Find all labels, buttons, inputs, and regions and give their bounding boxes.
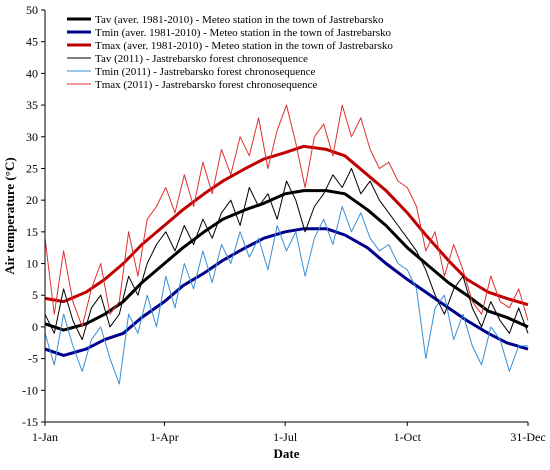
x-tick-label: 1-Oct	[394, 430, 422, 444]
y-tick-label: 45	[26, 35, 38, 49]
series-line-3	[44, 168, 529, 341]
y-tick-label: 20	[26, 193, 38, 207]
legend-label-5: Tmax (2011) - Jastrebarsko forest chrono…	[95, 79, 317, 91]
x-tick-label: 1-Jul	[273, 430, 298, 444]
y-tick-label: -15	[22, 415, 38, 429]
y-axis-title: Air temperature (°C)	[2, 157, 17, 274]
y-tick-label: 30	[26, 130, 38, 144]
y-tick-label: 15	[26, 225, 38, 239]
y-tick-label: 25	[26, 161, 38, 175]
y-tick-label: -10	[22, 383, 38, 397]
legend-label-0: Tav (aver. 1981-2010) - Meteo station in…	[95, 14, 384, 26]
series-lines	[44, 104, 529, 385]
y-tick-label: -5	[28, 352, 38, 366]
legend: Tav (aver. 1981-2010) - Meteo station in…	[67, 14, 393, 91]
y-tick-label: 10	[26, 257, 38, 271]
legend-label-3: Tav (2011) - Jastrebarsko forest chronos…	[95, 53, 308, 65]
y-tick-label: 40	[26, 66, 38, 80]
series-line-1	[44, 227, 529, 357]
series-line-5	[44, 104, 529, 328]
tick-labels: -15 -10 -5 0 5 10 15 20 25 30 35 40 45 50 1-Jan 1-Apr 1-…	[22, 3, 546, 444]
legend-label-4: Tmin (2011) - Jastrebarsko forest chrono…	[95, 66, 316, 78]
y-tick-label: 0	[32, 320, 38, 334]
y-tick-label: 35	[26, 98, 38, 112]
axes	[41, 9, 529, 426]
series-line-2	[44, 144, 529, 307]
x-tick-label: 31-Dec	[510, 430, 545, 444]
x-tick-label: 1-Apr	[150, 430, 179, 444]
y-tick-label: 5	[32, 288, 38, 302]
x-axis-title: Date	[274, 446, 300, 461]
legend-label-2: Tmax (aver. 1981-2010) - Meteo station i…	[95, 40, 393, 52]
x-tick-label: 1-Jan	[32, 430, 58, 444]
series-line-0	[44, 189, 529, 332]
y-tick-label: 50	[26, 3, 38, 17]
legend-label-1: Tmin (aver. 1981-2010) - Meteo station i…	[95, 27, 392, 39]
series-line-4	[44, 206, 528, 385]
